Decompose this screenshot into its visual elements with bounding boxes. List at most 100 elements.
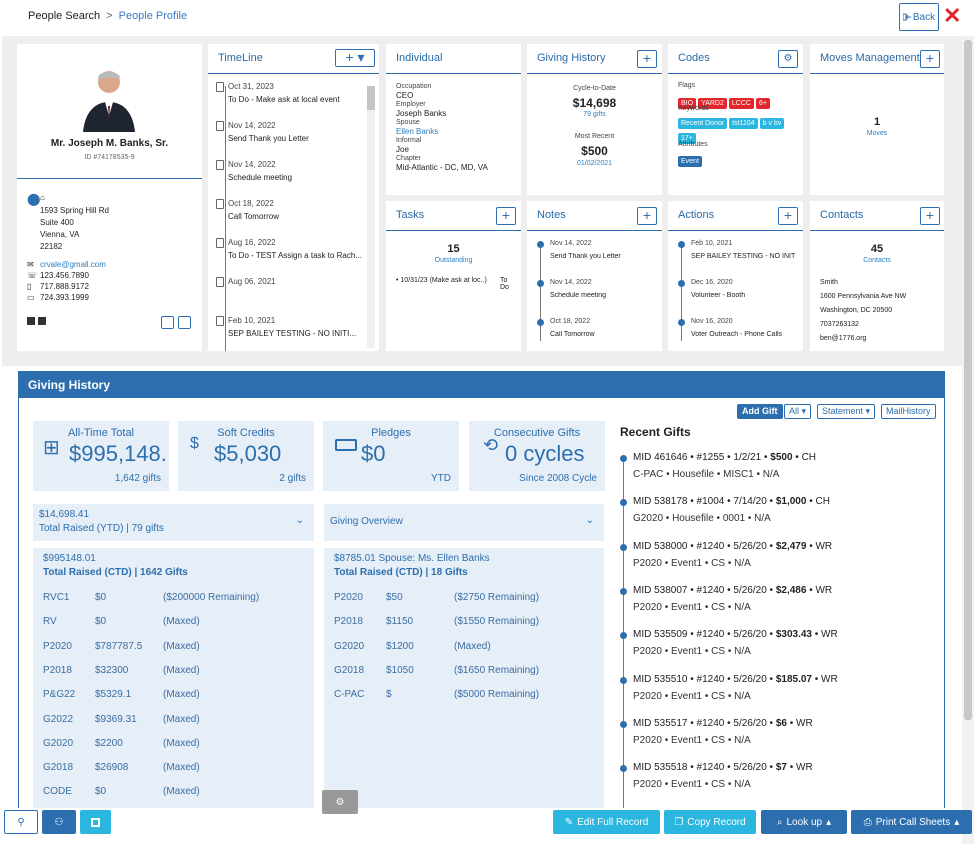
phone-2[interactable]: 717.888.9172 [40, 282, 89, 291]
timeline-item[interactable]: Aug 16, 2022 To Do - TEST Assign a task t… [216, 238, 366, 274]
actions-item-date: Nov 16, 2020 [691, 318, 733, 325]
facebook-icon[interactable] [27, 317, 35, 325]
contact-card-icon[interactable] [161, 316, 174, 329]
actions-item-desc[interactable]: Voter Outreach - Phone Calls [691, 331, 783, 338]
fax-icon: ▭ [27, 293, 35, 302]
ytd-accordion[interactable]: $14,698.41 Total Raised (YTD) | 79 gifts… [33, 504, 314, 541]
page-scrollbar[interactable] [962, 36, 974, 844]
actions-card: Actions + Feb 10, 2021 SEP BAILEY TESTING… [668, 201, 803, 351]
contacts-add-button[interactable]: + [920, 207, 940, 225]
recent-gift-item[interactable]: MID 535509 • #1240 • 5/26/20 • $303.43 •… [633, 629, 838, 658]
attributes-list: Event [678, 150, 704, 168]
phone-icon: ☏ [27, 271, 38, 280]
cycle-remaining: (Maxed) [163, 786, 200, 798]
stat-pledges: Pledges $0 YTD [323, 421, 459, 491]
timeline-dot [620, 543, 627, 551]
flags-list: BIO YARD2 LCCC 6+ [678, 92, 772, 110]
actions-title: Actions [678, 209, 715, 221]
cycle-remaining: ($2750 Remaining) [454, 592, 540, 603]
save-button[interactable] [80, 810, 111, 834]
add-gift-button[interactable]: Add Gift [737, 404, 783, 419]
cycle-code: G2020 [43, 737, 74, 749]
avatar [79, 62, 139, 132]
close-icon[interactable]: ✕ [943, 3, 962, 28]
timeline-add-button[interactable]: + ▾ [335, 49, 375, 67]
actions-add-button[interactable]: + [778, 207, 798, 225]
actions-item-desc[interactable]: SEP BAILEY TESTING - NO INIT [691, 253, 796, 260]
person-name: Mr. Joseph M. Banks, Sr. [50, 138, 169, 149]
moves-title: Moves Management [820, 52, 920, 64]
org-chart-button[interactable]: ⚲ [4, 810, 38, 834]
moves-card: Moves Management + 1 Moves [810, 44, 944, 195]
recent-gift-item[interactable]: MID 538007 • #1240 • 5/26/20 • $2,486 • … [633, 584, 833, 613]
back-button[interactable]: Back [899, 3, 939, 31]
recent-gift-item[interactable]: MID 538000 • #1240 • 5/26/20 • $2,479 • … [633, 540, 833, 569]
profile-card: Mr. Joseph M. Banks, Sr. ID #74178535-9 … [17, 44, 202, 351]
cycle-amount: $5329.1 [95, 689, 132, 701]
household-button[interactable]: ⚇ [42, 810, 76, 834]
task-icon [216, 316, 224, 326]
timeline-item[interactable]: Nov 14, 2022 Send Thank you Letter [216, 121, 366, 157]
email-link[interactable]: crvale@gmail.com [40, 260, 106, 269]
filter-all-dropdown[interactable]: All ▾ [784, 404, 812, 419]
phone-3[interactable]: 724.393.1999 [40, 293, 89, 302]
home-icon: ⌂ [40, 193, 45, 202]
notes-add-button[interactable]: + [637, 207, 657, 225]
timeline-item[interactable]: Oct 18, 2022 Call Tomorrow [216, 199, 366, 235]
cycle-amount: $1200 [386, 640, 414, 652]
recent-gift-item[interactable]: MID 461646 • #1255 • 1/2/21 • $500 • CH C… [633, 452, 817, 480]
giving-overview-accordion[interactable]: Giving Overview ⌄ [324, 504, 604, 541]
spouse-link[interactable]: Ellen Banks [396, 127, 439, 136]
cycle-amount: $32300 [95, 664, 129, 676]
moves-add-button[interactable]: + [920, 50, 940, 68]
timeline-dot [678, 319, 685, 326]
notes-item-desc[interactable]: Schedule meeting [550, 292, 607, 299]
mailhistory-button[interactable]: MailHistory [881, 404, 936, 419]
notes-item-desc[interactable]: Call Tomorrow [550, 331, 595, 338]
tasks-add-button[interactable]: + [496, 207, 516, 225]
caret-up-icon: ▴ [826, 816, 832, 828]
cycle-amount: $0 [95, 786, 107, 798]
settings-tab[interactable]: ⚙ [322, 790, 358, 814]
edit-full-record-button[interactable]: ✎ Edit Full Record [553, 810, 660, 834]
lookup-button[interactable]: ⌕ Look up ▴ [761, 810, 847, 834]
task-item[interactable]: • 10/31/23 (Make ask at loc..) [396, 277, 487, 284]
cycle-code: P2018 [334, 616, 363, 628]
notes-title: Notes [537, 209, 566, 221]
breadcrumb-current[interactable]: People Profile [118, 10, 188, 22]
recent-gift-item[interactable]: MID 535518 • #1240 • 5/26/20 • $7 • WR P2… [633, 762, 813, 791]
timeline-dot [620, 720, 627, 728]
cycle-code: RVC1 [43, 592, 70, 603]
phone-1[interactable]: 123.456.7890 [40, 271, 89, 280]
timeline-dot [620, 587, 627, 595]
timeline-item[interactable]: Aug 06, 2021 [216, 277, 366, 313]
recent-gift-item[interactable]: MID 535517 • #1240 • 5/26/20 • $6 • WR P2… [633, 717, 813, 746]
timeline-dot [537, 241, 544, 248]
breadcrumb: People Search > People Profile [28, 10, 188, 22]
timeline-dot [620, 499, 627, 507]
notes-item-date: Nov 14, 2022 [550, 279, 592, 286]
timeline-scrollbar[interactable] [367, 86, 375, 348]
money-bill-icon [335, 439, 357, 451]
recent-gift-item[interactable]: MID 538178 • #1004 • 7/14/20 • $1,000 • … [633, 496, 830, 525]
giving-add-button[interactable]: + [637, 50, 657, 68]
twitter-icon[interactable] [38, 317, 46, 325]
recent-gifts-title: Recent Gifts [620, 425, 691, 439]
print-call-sheets-button[interactable]: ⎙ Print Call Sheets ▴ [851, 810, 972, 834]
timeline-dot [620, 632, 627, 640]
timeline-item[interactable]: Feb 10, 2021 SEP BAILEY TESTING - NO INIT… [216, 316, 366, 351]
cycle-amount: $1150 [386, 616, 414, 628]
copy-record-button[interactable]: ❐ Copy Record [664, 810, 756, 834]
timeline-item[interactable]: Oct 31, 2023 To Do - Make ask at local ev… [216, 82, 366, 118]
cycle-remaining: ($200000 Remaining) [163, 592, 260, 603]
notes-item-desc[interactable]: Send Thank you Letter [550, 253, 621, 260]
cycle-remaining: ($5000 Remaining) [454, 689, 540, 701]
statement-dropdown[interactable]: Statement ▾ [817, 404, 876, 419]
link-record-icon[interactable] [178, 316, 191, 329]
codes-settings-button[interactable]: ⚙ [778, 50, 798, 68]
save-icon [91, 817, 100, 827]
timeline-item[interactable]: Nov 14, 2022 Schedule meeting [216, 160, 366, 196]
recent-gift-item[interactable]: MID 535510 • #1240 • 5/26/20 • $185.07 •… [633, 673, 838, 702]
actions-item-desc[interactable]: Volunteer - Booth [691, 292, 746, 299]
breadcrumb-parent[interactable]: People Search [28, 10, 101, 22]
